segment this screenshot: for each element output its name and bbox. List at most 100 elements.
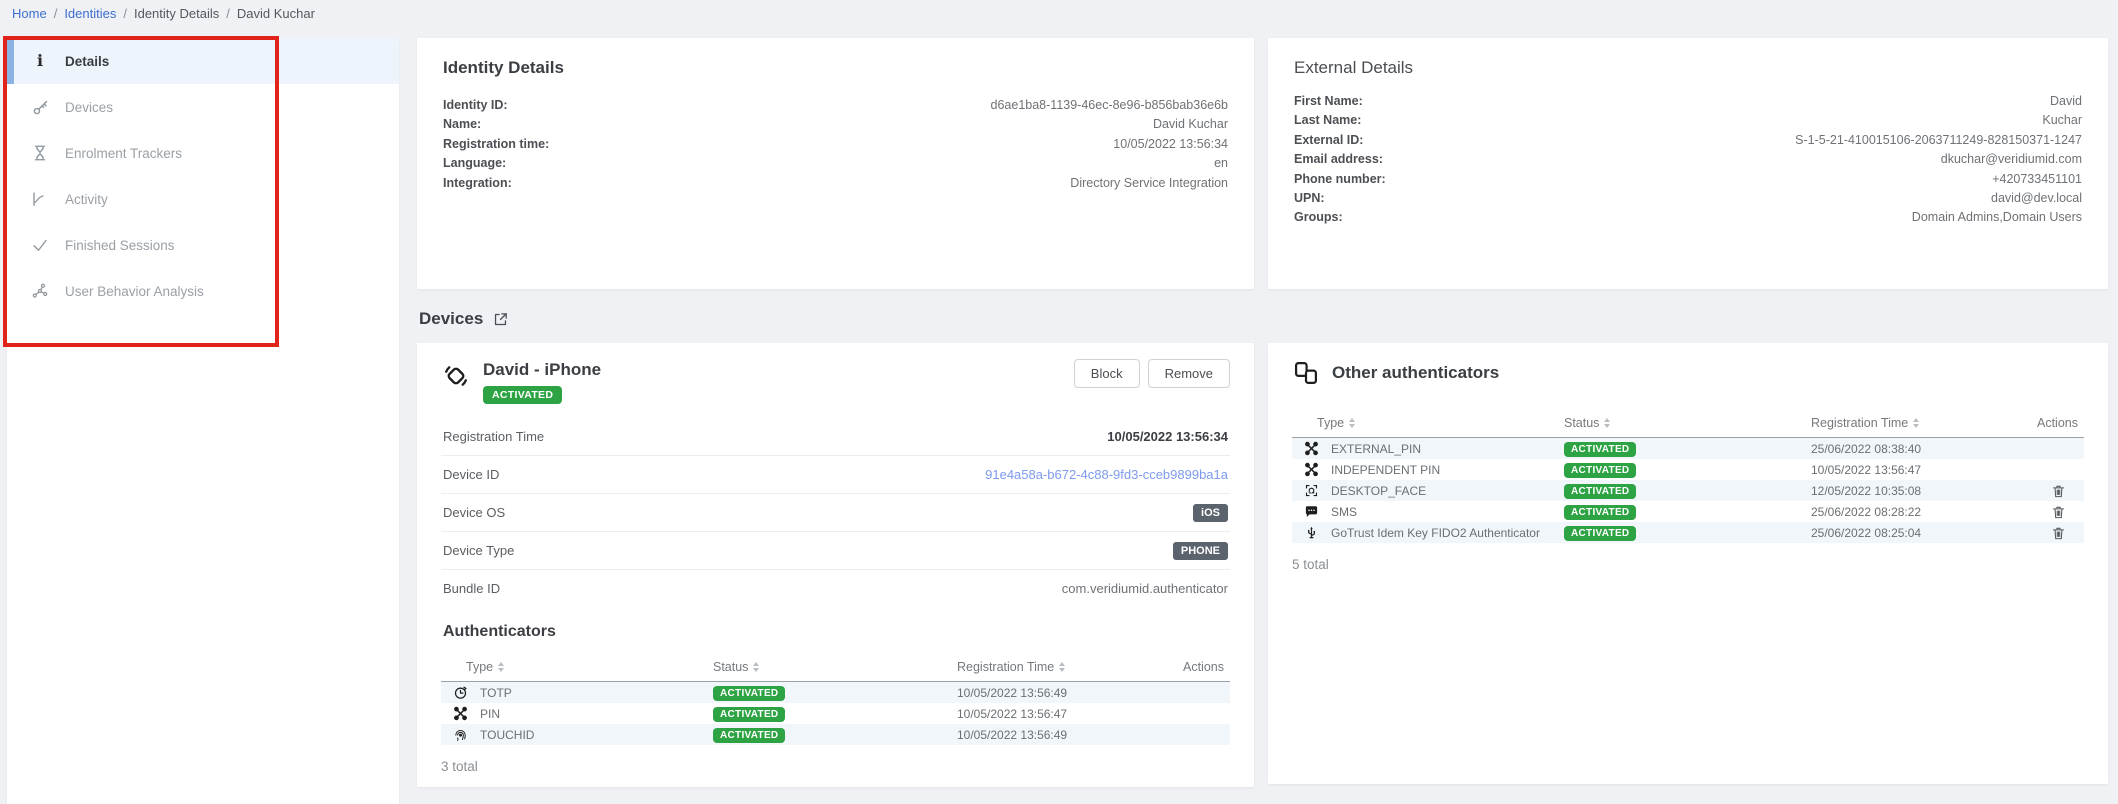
authenticators-total: 3 total	[441, 759, 478, 774]
field-label: Registration time:	[443, 136, 550, 151]
sidebar-item-activity[interactable]: Activity	[7, 176, 399, 222]
sms-bubble-icon	[1304, 504, 1319, 519]
delete-authenticator-button[interactable]	[2051, 525, 2066, 541]
breadcrumb-separator: /	[53, 6, 58, 21]
field-label: Integration:	[443, 175, 512, 190]
device-row-registration-time: Registration Time 10/05/2022 13:56:34	[441, 418, 1230, 456]
device-row-label: Bundle ID	[443, 581, 501, 596]
field-value: S-1-5-21-410015106-2063711249-828150371-…	[1795, 132, 2082, 147]
field-value: Domain Admins,Domain Users	[1911, 210, 2082, 225]
other-authenticators-title: Other authenticators	[1332, 363, 1500, 382]
authenticator-type: INDEPENDENT PIN	[1331, 462, 1441, 477]
field-value: David	[2050, 94, 2082, 108]
sort-caret-icon	[498, 662, 505, 672]
authenticators-table: Type Status Registration Time Actions TO…	[441, 653, 1230, 745]
column-header-status[interactable]: Status	[1564, 416, 1811, 430]
sidebar-item-label: Activity	[65, 191, 108, 207]
column-header-registration-time[interactable]: Registration Time	[957, 660, 1160, 674]
sort-caret-icon	[753, 662, 760, 672]
authenticator-type: DESKTOP_FACE	[1331, 483, 1427, 498]
sidebar: i Details Devices Enrolment Trackers	[7, 38, 399, 804]
field-label: UPN:	[1294, 191, 1325, 206]
external-link-icon[interactable]	[492, 311, 509, 328]
rotate-phone-icon	[441, 361, 471, 391]
registration-time: 25/06/2022 08:38:40	[1811, 441, 1922, 456]
registration-time: 10/05/2022 13:56:49	[957, 727, 1068, 742]
breadcrumb-identity-details: Identity Details	[133, 6, 220, 21]
breadcrumb-home-link[interactable]: Home	[12, 6, 47, 21]
field-value: Directory Service Integration	[1070, 175, 1228, 190]
table-row-sms: SMS ACTIVATED 25/06/2022 08:28:22	[1292, 501, 2084, 522]
sort-caret-icon	[1604, 418, 1611, 428]
field-external-id: External ID: S-1-5-21-410015106-20637112…	[1294, 131, 2082, 150]
field-value: David Kuchar	[1152, 117, 1228, 132]
column-header-type[interactable]: Type	[441, 660, 713, 674]
external-details-title: External Details	[1294, 58, 1414, 77]
authenticator-type: SMS	[1331, 504, 1358, 519]
registration-time: 10/05/2022 13:56:47	[1811, 462, 1922, 477]
device-type-badge: PHONE	[1172, 541, 1228, 560]
device-row-value: com.veridiumid.authenticator	[1061, 581, 1228, 596]
identity-details-title: Identity Details	[443, 58, 564, 77]
table-row-independent-pin: INDEPENDENT PIN ACTIVATED 10/05/2022 13:…	[1292, 459, 2084, 480]
sidebar-item-details[interactable]: i Details	[7, 38, 399, 84]
other-authenticators-table: Type Status Registration Time Actions EX…	[1292, 409, 2084, 543]
sidebar-item-user-behavior-analysis[interactable]: User Behavior Analysis	[7, 268, 399, 314]
delete-authenticator-button[interactable]	[2051, 483, 2066, 499]
field-label: Phone number:	[1294, 171, 1386, 186]
column-header-registration-time[interactable]: Registration Time	[1811, 416, 2014, 430]
sidebar-item-label: Finished Sessions	[65, 237, 175, 253]
field-name: Name: David Kuchar	[443, 115, 1228, 134]
authenticator-type: PIN	[480, 706, 501, 721]
field-email-address: Email address: dkuchar@veridiumid.com	[1294, 150, 2082, 169]
field-groups: Groups: Domain Admins,Domain Users	[1294, 208, 2082, 227]
authenticator-type: GoTrust Idem Key FIDO2 Authenticator	[1331, 525, 1540, 540]
key-icon	[30, 97, 50, 117]
column-header-type[interactable]: Type	[1292, 416, 1564, 430]
field-identity-id: Identity ID: d6ae1ba8-1139-46ec-8e96-b85…	[443, 96, 1228, 115]
field-label: Name:	[443, 117, 482, 132]
field-value: d6ae1ba8-1139-46ec-8e96-b856bab36e6b	[990, 98, 1228, 112]
sidebar-item-label: Details	[65, 53, 110, 69]
registration-time: 25/06/2022 08:25:04	[1811, 525, 1922, 540]
authenticator-type: TOTP	[480, 685, 512, 700]
status-badge: ACTIVATED	[713, 685, 786, 701]
column-header-status[interactable]: Status	[713, 660, 957, 674]
table-row-pin: PIN ACTIVATED 10/05/2022 13:56:47	[441, 703, 1230, 724]
block-button[interactable]: Block	[1073, 359, 1140, 388]
sidebar-item-enrolment-trackers[interactable]: Enrolment Trackers	[7, 130, 399, 176]
table-row-gotrust-fido2: GoTrust Idem Key FIDO2 Authenticator ACT…	[1292, 522, 2084, 543]
table-row-external-pin: EXTERNAL_PIN ACTIVATED 25/06/2022 08:38:…	[1292, 438, 2084, 459]
field-label: External ID:	[1294, 132, 1364, 147]
status-badge: ACTIVATED	[1564, 504, 1637, 520]
breadcrumb-current-user: David Kuchar	[236, 6, 315, 21]
device-status-badge: ACTIVATED	[483, 386, 563, 404]
sort-caret-icon	[1059, 662, 1066, 672]
check-icon	[30, 235, 50, 255]
field-phone-number: Phone number: +420733451101	[1294, 170, 2082, 189]
breadcrumb-identities-link[interactable]: Identities	[64, 6, 117, 21]
remove-button[interactable]: Remove	[1147, 359, 1230, 388]
field-language: Language: en	[443, 154, 1228, 173]
device-row-device-type: Device Type PHONE	[441, 532, 1230, 570]
table-row-totp: TOTP ACTIVATED 10/05/2022 13:56:49	[441, 682, 1230, 703]
hourglass-icon	[30, 143, 50, 163]
registration-time: 10/05/2022 13:56:49	[957, 685, 1068, 700]
device-row-label: Device ID	[443, 467, 500, 482]
field-value: dkuchar@veridiumid.com	[1940, 152, 2082, 167]
sidebar-item-devices[interactable]: Devices	[7, 84, 399, 130]
field-last-name: Last Name: Kuchar	[1294, 111, 2082, 130]
sidebar-item-finished-sessions[interactable]: Finished Sessions	[7, 222, 399, 268]
authenticators-title: Authenticators	[443, 623, 556, 640]
totp-clock-icon	[453, 685, 468, 700]
table-row-touchid: TOUCHID ACTIVATED 10/05/2022 13:56:49	[441, 724, 1230, 745]
devices-section-title: Devices	[419, 309, 484, 328]
pin-dots-icon	[1304, 462, 1319, 477]
field-value: en	[1214, 156, 1228, 171]
delete-authenticator-button[interactable]	[2051, 504, 2066, 520]
device-id-link[interactable]: 91e4a58a-b672-4c88-9fd3-cceb9899ba1a	[985, 467, 1228, 482]
fingerprint-icon	[453, 727, 468, 742]
field-integration: Integration: Directory Service Integrati…	[443, 174, 1228, 193]
field-label: First Name:	[1294, 94, 1363, 108]
